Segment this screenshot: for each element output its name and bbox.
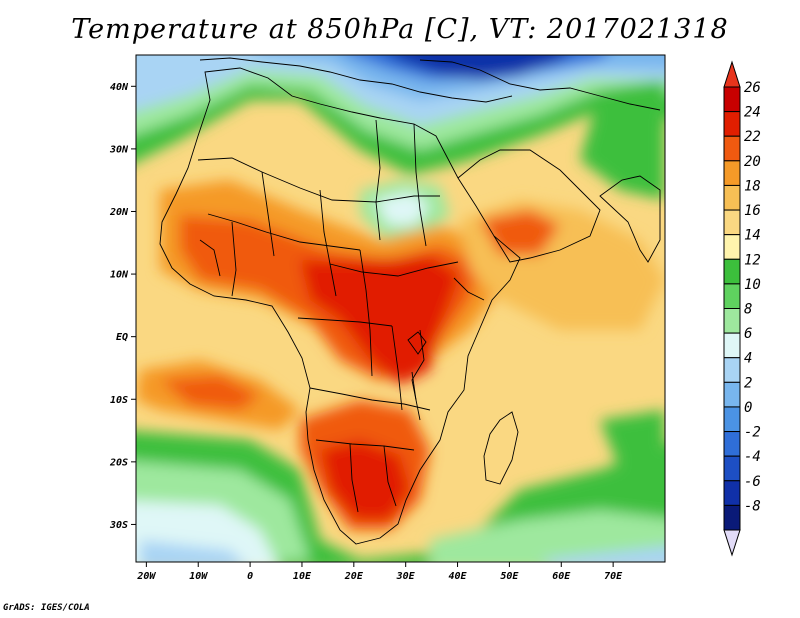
colorbar-label: 16 [744, 203, 761, 219]
colorbar-label: 14 [744, 228, 761, 244]
colorbar-swatch [723, 111, 741, 137]
temperature-field [136, 55, 665, 562]
credit-label: GrADS: IGES/COLA [3, 603, 90, 613]
colorbar-swatch [723, 381, 741, 408]
latitude-axis: 40N 30N 20N 10N EQ 10S 20S 30S [109, 82, 136, 531]
lat-tick-label: 20S [109, 457, 128, 468]
colorbar-swatch [723, 308, 741, 334]
colorbar-swatch [723, 406, 741, 433]
colorbar-label: 2 [744, 375, 752, 391]
colorbar-label: 6 [744, 326, 752, 342]
colorbar-swatch [723, 209, 741, 236]
colorbar-label: -6 [744, 474, 761, 490]
lat-tick-label: 30S [109, 520, 128, 531]
colorbar-swatch [723, 455, 741, 482]
colorbar-label: 26 [744, 80, 761, 96]
colorbar-label: -4 [744, 449, 761, 465]
colorbar-label: 10 [744, 277, 761, 293]
lon-tick-label: 20W [136, 571, 156, 582]
lon-tick-label: 50E [500, 571, 519, 582]
lon-tick-label: 0 [247, 571, 253, 582]
colorbar-label: 12 [744, 252, 761, 268]
map-title: Temperature at 850hPa [C], VT: 201702131… [71, 14, 729, 45]
colorbar-swatch [723, 135, 741, 162]
colorbar-label: 22 [744, 129, 761, 145]
colorbar-label: 4 [744, 351, 752, 367]
colorbar-swatch [723, 258, 741, 285]
colorbar-swatch [723, 332, 741, 359]
longitude-axis: 20W 10W 0 10E 20E 30E 40E 50E 60E 70E [136, 562, 623, 582]
colorbar-swatch [723, 504, 741, 531]
lon-tick-label: 70E [604, 571, 623, 582]
coastline-borders [159, 57, 661, 545]
colorbar-label: 24 [744, 105, 761, 121]
lon-tick-label: 10E [293, 571, 312, 582]
lat-tick-label: 10S [110, 395, 128, 406]
colorbar-label: 18 [744, 178, 761, 194]
colorbar-swatch [723, 160, 741, 186]
colorbar-label: -2 [744, 425, 761, 441]
lat-tick-label: 20N [109, 207, 129, 218]
colorbar-swatch [723, 283, 741, 309]
colorbar-swatch [723, 86, 741, 113]
colorbar-label: -8 [744, 498, 761, 514]
colorbar-swatch [723, 431, 741, 457]
colorbar-swatch [723, 234, 741, 260]
lat-tick-label: 10N [110, 270, 129, 281]
colorbar-under-arrow [723, 529, 741, 557]
colorbar-swatch [723, 480, 741, 506]
lat-tick-label: EQ [116, 332, 128, 343]
lon-tick-label: 10W [189, 571, 208, 582]
colorbar-label: 0 [744, 400, 752, 416]
lon-tick-label: 20E [344, 571, 364, 582]
lat-tick-label: 30N [109, 144, 129, 155]
lon-tick-label: 60E [552, 571, 571, 582]
colorbar-swatch [723, 357, 741, 383]
map-frame [135, 54, 666, 563]
colorbar-swatch [723, 184, 741, 211]
colorbar-label: 20 [744, 154, 761, 170]
lat-tick-label: 40N [110, 82, 129, 93]
lon-tick-label: 40E [449, 571, 468, 582]
lon-tick-label: 30E [396, 571, 416, 582]
colorbar-over-arrow [723, 60, 741, 88]
colorbar-label: 8 [744, 302, 752, 318]
